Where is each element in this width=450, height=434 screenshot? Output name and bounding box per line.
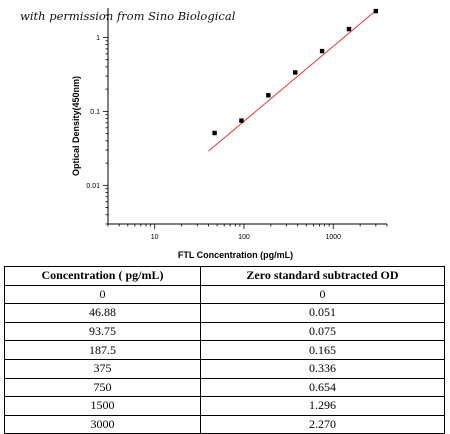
data-point [346, 26, 352, 32]
permission-credit: with permission from Sino Biological [20, 9, 236, 23]
x-tick-label: 10 [151, 234, 159, 241]
od-cell: 2.270 [199, 414, 446, 434]
header-od: Zero standard subtracted OD [199, 266, 446, 286]
table-row: 750 0.654 [4, 377, 446, 398]
data-point [239, 118, 244, 123]
x-tick-label: 100 [238, 234, 250, 241]
standard-curve-chart: 10 100 1000 0.01 0.1 1 FTL Concentration (pg/… [71, 8, 388, 260]
table-row: 375 0.336 [4, 358, 446, 379]
concentration-cell: 0 [4, 284, 201, 305]
table-row: 187.5 0.165 [4, 340, 446, 360]
concentration-cell: 3000 [4, 414, 201, 434]
y-tick-label: 1 [96, 35, 100, 42]
od-cell: 0.051 [199, 303, 446, 323]
chart-axes: 10 100 1000 0.01 0.1 1 [86, 8, 388, 241]
standards-table: Concentration ( pg/mL) Zero standard sub… [4, 266, 446, 434]
concentration-cell: 1500 [4, 396, 201, 416]
table-row: 3000 2.270 [4, 414, 446, 434]
data-points [212, 8, 379, 136]
data-point [266, 93, 271, 98]
data-point [212, 130, 217, 136]
concentration-cell: 750 [4, 377, 201, 398]
y-tick-label: 0.1 [90, 109, 100, 116]
table-header-row: Concentration ( pg/mL) Zero standard sub… [4, 266, 446, 286]
x-tick-label: 1000 [325, 234, 341, 241]
od-cell: 0.165 [199, 340, 446, 360]
x-axis-label: FTL Concentration (pg/mL) [178, 250, 293, 260]
table-row: 46.88 0.051 [4, 303, 446, 323]
od-cell: 0.654 [199, 377, 446, 398]
table-row: 1500 1.296 [4, 396, 446, 416]
header-concentration: Concentration ( pg/mL) [4, 266, 201, 286]
data-point [319, 48, 325, 54]
od-cell: 1.296 [199, 396, 446, 416]
concentration-cell: 375 [4, 358, 201, 379]
concentration-cell: 187.5 [4, 340, 201, 360]
y-axis-label: Optical Density(450nm) [71, 76, 81, 176]
y-tick-label: 0.01 [86, 183, 100, 190]
data-point [293, 70, 298, 75]
concentration-cell: 93.75 [4, 321, 201, 342]
fit-line [208, 10, 377, 152]
concentration-cell: 46.88 [4, 303, 201, 323]
od-cell: 0.336 [199, 358, 446, 379]
table-row: 93.75 0.075 [4, 321, 446, 342]
od-cell: 0.075 [199, 321, 446, 342]
data-point [373, 8, 379, 14]
od-cell: 0 [199, 284, 446, 305]
